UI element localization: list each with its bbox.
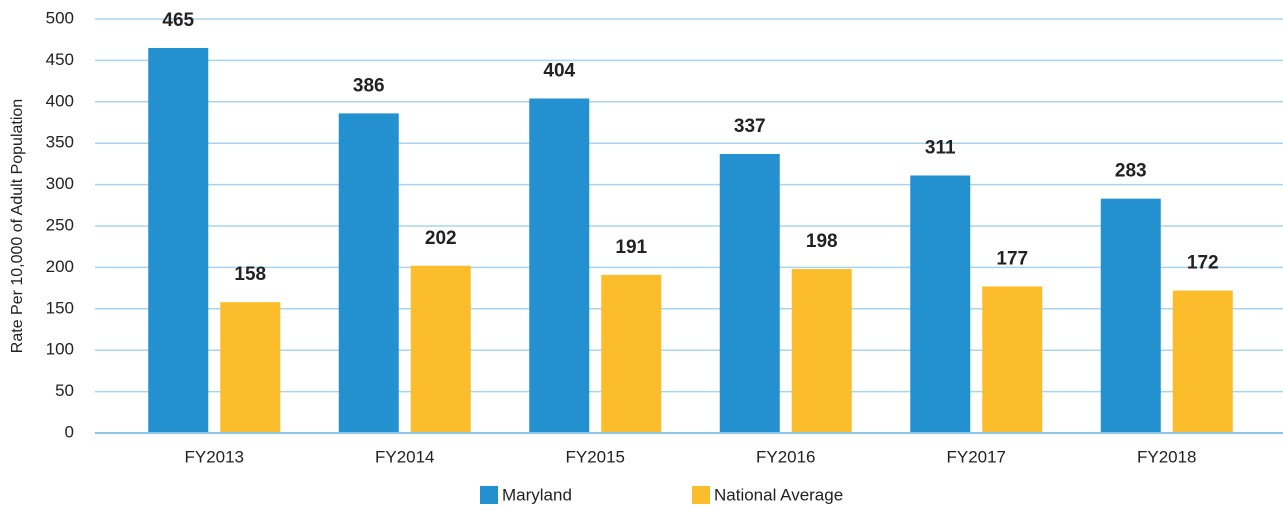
x-tick-label: FY2015 — [565, 447, 625, 466]
bar — [338, 113, 399, 433]
bar — [529, 98, 590, 433]
value-label: 158 — [234, 264, 266, 285]
y-tick-label: 500 — [46, 8, 74, 27]
y-tick-label: 0 — [65, 422, 74, 441]
value-label: 311 — [925, 138, 956, 159]
value-label: 172 — [1187, 253, 1219, 274]
value-label: 386 — [353, 75, 385, 96]
y-tick-label: 100 — [46, 340, 74, 359]
legend-swatch — [692, 486, 710, 504]
value-label: 465 — [162, 10, 194, 31]
x-tick-label: FY2017 — [946, 447, 1006, 466]
bar — [1172, 290, 1233, 433]
y-tick-label: 200 — [46, 257, 74, 276]
bar — [601, 274, 662, 433]
y-tick-label: 50 — [55, 381, 74, 400]
y-tick-label: 250 — [46, 215, 74, 234]
x-tick-label: FY2014 — [375, 447, 435, 466]
x-tick-label: FY2013 — [184, 447, 244, 466]
bar — [791, 269, 852, 433]
legend-swatch — [480, 486, 498, 504]
value-label: 177 — [996, 248, 1028, 269]
y-tick-label: 400 — [46, 91, 74, 110]
x-tick-label: FY2018 — [1137, 447, 1197, 466]
legend-label: National Average — [714, 485, 843, 504]
y-tick-label: 300 — [46, 174, 74, 193]
y-axis-label: Rate Per 10,000 of Adult Population — [9, 99, 26, 353]
bar — [719, 153, 780, 434]
bar — [148, 47, 209, 433]
bar — [1100, 198, 1161, 433]
y-tick-label: 450 — [46, 50, 74, 69]
bar — [220, 302, 281, 433]
bar — [982, 286, 1043, 433]
value-label: 283 — [1115, 161, 1147, 182]
x-tick-label: FY2016 — [756, 447, 816, 466]
bar — [910, 175, 971, 433]
value-label: 191 — [615, 237, 647, 258]
value-label: 202 — [425, 228, 457, 249]
value-label: 198 — [806, 231, 838, 252]
value-label: 404 — [543, 61, 575, 82]
y-tick-label: 150 — [46, 298, 74, 317]
y-tick-label: 350 — [46, 133, 74, 152]
legend-label: Maryland — [502, 485, 572, 504]
value-label: 337 — [734, 116, 766, 137]
bar — [410, 265, 471, 433]
